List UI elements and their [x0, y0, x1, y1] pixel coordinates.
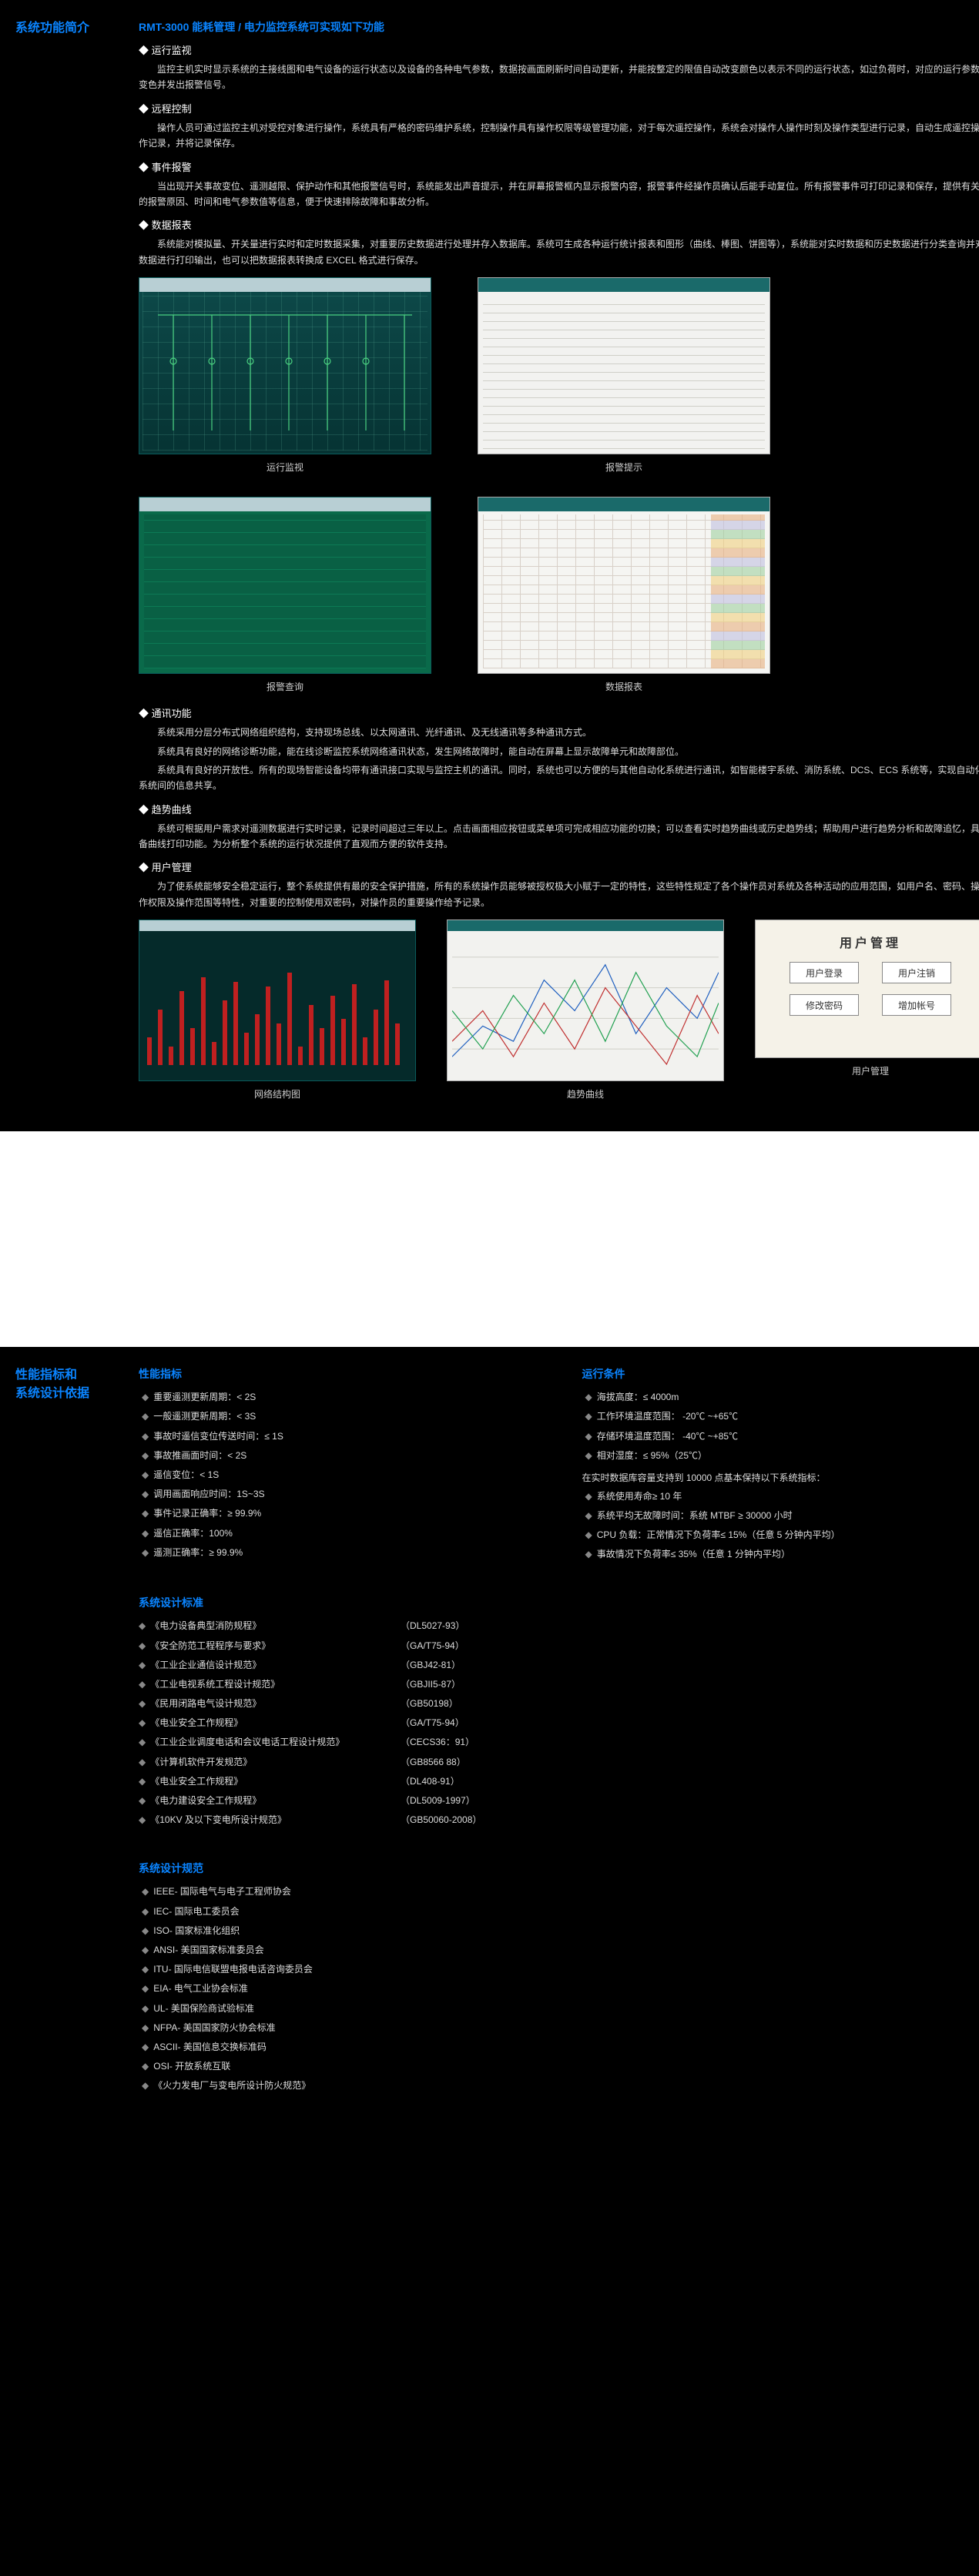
- bullet-item: ◆IEC- 国际电工委员会: [139, 1902, 964, 1921]
- bullet-item: ◆IEEE- 国际电气与电子工程师协会: [139, 1882, 964, 1901]
- bullet-item: ◆NFPA- 美国国家防火协会标准: [139, 2018, 964, 2038]
- standard-row: ◆《工业电视系统工程设计规范》（GBJII5-87）: [139, 1675, 964, 1694]
- bullet-item: ◆事故时遥信变位传送时间：≤ 1S: [139, 1427, 521, 1446]
- page-gap: [0, 1131, 979, 1347]
- bullet-item: ◆遥信正确率：100%: [139, 1524, 521, 1543]
- user-mgmt-title: 用户管理: [840, 933, 901, 951]
- section-paragraph: 系统可根据用户需求对遥测数据进行实时记录，记录时间超过三年以上。点击画面相应按钮…: [139, 821, 979, 853]
- standard-row: ◆《工业企业通信设计规范》（GBJ42-81）: [139, 1656, 964, 1675]
- section-heading: ◆ 远程控制: [139, 101, 979, 116]
- section-heading: ◆ 数据报表: [139, 217, 979, 232]
- caption-alarm: 报警提示: [605, 461, 642, 474]
- caption-trend: 趋势曲线: [567, 1087, 604, 1100]
- btn-change-pw[interactable]: 修改密码: [790, 994, 859, 1016]
- standard-row: ◆《10KV 及以下变电所设计规范》（GB50060-2008）: [139, 1811, 964, 1830]
- standard-row: ◆《计算机软件开发规范》（GB8566 88）: [139, 1753, 964, 1772]
- standard-row: ◆《工业企业调度电话和会议电话工程设计规范》（CECS36：91）: [139, 1733, 964, 1752]
- bullet-item: ◆ITU- 国际电信联盟电报电话咨询委员会: [139, 1960, 964, 1979]
- screenshot-alarm-query: [139, 497, 431, 674]
- screenshot-report: [478, 497, 770, 674]
- section-heading: ◆ 通讯功能: [139, 705, 979, 720]
- caption-monitor: 运行监视: [267, 461, 303, 474]
- bullet-item: ◆OSI- 开放系统互联: [139, 2057, 964, 2076]
- screenshot-trend: [447, 920, 724, 1081]
- standard-row: ◆《电力建设安全工作规程》（DL5009-1997）: [139, 1791, 964, 1811]
- bullet-item: ◆遥信变位：< 1S: [139, 1466, 521, 1485]
- bullet-item: ◆事故情况下负荷率≤ 35%（任意 1 分钟内平均）: [582, 1545, 964, 1564]
- bullet-item: ◆ASCII- 美国信息交换标准码: [139, 2038, 964, 2057]
- section-paragraph: 当出现开关事故变位、遥测越限、保护动作和其他报警信号时，系统能发出声音提示，并在…: [139, 179, 979, 210]
- standard-row: ◆《电业安全工作规程》（DL408-91）: [139, 1772, 964, 1791]
- caption-network: 网络结构图: [254, 1087, 300, 1100]
- run-tail-text: 在实时数据库容量支持到 10000 点基本保持以下系统指标：: [582, 1470, 964, 1487]
- section-paragraph: 操作人员可通过监控主机对受控对象进行操作，系统具有严格的密码维护系统，控制操作具…: [139, 120, 979, 152]
- caption-alarm-query: 报警查询: [267, 680, 303, 693]
- standard-row: ◆《安全防范工程程序与要求》（GA/T75-94）: [139, 1636, 964, 1656]
- screenshot-network: [139, 920, 416, 1081]
- screenshot-user-mgmt: 用户管理 用户登录 用户注销 修改密码 增加帐号: [755, 920, 979, 1058]
- section-title-specs: 性能指标和系统设计依据: [15, 1366, 139, 1403]
- bullet-item: ◆事故推画面时间：< 2S: [139, 1446, 521, 1466]
- section-paragraph: 系统具有良好的开放性。所有的现场智能设备均带有通讯接口实现与监控主机的通讯。同时…: [139, 762, 979, 794]
- bullet-item: ◆重要遥测更新周期：< 2S: [139, 1388, 521, 1407]
- section-paragraph: 系统采用分层分布式网络组织结构，支持现场总线、以太网通讯、光纤通讯、及无线通讯等…: [139, 725, 979, 740]
- bullet-item: ◆UL- 美国保险商试验标准: [139, 1999, 964, 2018]
- section-heading: ◆ 趋势曲线: [139, 802, 979, 816]
- bullet-item: ◆系统平均无故障时间：系统 MTBF ≥ 30000 小时: [582, 1506, 964, 1526]
- btn-logout[interactable]: 用户注销: [882, 962, 951, 983]
- section-paragraph: 系统能对模拟量、开关量进行实时和定时数据采集，对重要历史数据进行处理并存入数据库…: [139, 236, 979, 268]
- bullet-item: ◆系统使用寿命≥ 10 年: [582, 1487, 964, 1506]
- bullet-item: ◆遥测正确率：≥ 99.9%: [139, 1543, 521, 1563]
- page-1: 系统功能简介 RMT-3000 能耗管理 / 电力监控系统可实现如下功能 ◆ 运…: [0, 0, 979, 1131]
- bullet-item: ◆一般遥测更新周期：< 3S: [139, 1407, 521, 1426]
- bullet-item: ◆CPU 负载：正常情况下负荷率≤ 15%（任意 5 分钟内平均）: [582, 1526, 964, 1545]
- page-2: 性能指标和系统设计依据 性能指标 ◆重要遥测更新周期：< 2S◆一般遥测更新周期…: [0, 1347, 979, 2233]
- std-heading: 系统设计标准: [139, 1595, 964, 1610]
- screenshots-grid-1: 运行监视 报警提示 报警查询 数据报表: [139, 277, 979, 693]
- bullet-item: ◆ISO- 国家标准化组织: [139, 1921, 964, 1941]
- section-title-functions: 系统功能简介: [15, 19, 139, 38]
- bullet-item: ◆ANSI- 美国国家标准委员会: [139, 1941, 964, 1960]
- bullet-item: ◆存储环境温度范围： -40℃ ~+85℃: [582, 1427, 964, 1446]
- bullet-item: ◆事件记录正确率：≥ 99.9%: [139, 1504, 521, 1523]
- standard-row: ◆《电力设备典型消防规程》（DL5027-93）: [139, 1616, 964, 1636]
- bullet-item: ◆《火力发电厂与变电所设计防火规范》: [139, 2076, 964, 2095]
- bullet-item: ◆EIA- 电气工业协会标准: [139, 1979, 964, 1998]
- bullet-item: ◆相对湿度：≤ 95%（25℃）: [582, 1446, 964, 1466]
- btn-login[interactable]: 用户登录: [790, 962, 859, 983]
- section-heading: ◆ 运行监视: [139, 42, 979, 57]
- btn-add-account[interactable]: 增加帐号: [882, 994, 951, 1016]
- section-paragraph: 为了使系统能够安全稳定运行，整个系统提供有最的安全保护措施，所有的系统操作员能够…: [139, 879, 979, 910]
- standard-row: ◆《电业安全工作规程》（GA/T75-94）: [139, 1713, 964, 1733]
- bullet-item: ◆工作环境温度范围： -20℃ ~+65℃: [582, 1407, 964, 1426]
- section-paragraph: 监控主机实时显示系统的主接线图和电气设备的运行状态以及设备的各种电气参数，数据按…: [139, 62, 979, 93]
- bullet-item: ◆海拔高度：≤ 4000m: [582, 1388, 964, 1407]
- standard-row: ◆《民用闭路电气设计规范》（GB50198）: [139, 1694, 964, 1713]
- spec-heading: 系统设计规范: [139, 1861, 964, 1876]
- screenshot-alarm: [478, 277, 770, 454]
- caption-report: 数据报表: [605, 680, 642, 693]
- screenshot-monitor: [139, 277, 431, 454]
- product-subtitle: RMT-3000 能耗管理 / 电力监控系统可实现如下功能: [139, 19, 979, 35]
- perf-heading: 性能指标: [139, 1366, 521, 1382]
- section-heading: ◆ 事件报警: [139, 159, 979, 174]
- section-paragraph: 系统具有良好的网络诊断功能，能在线诊断监控系统网络通讯状态，发生网络故障时，能自…: [139, 744, 979, 759]
- caption-user-mgmt: 用户管理: [852, 1064, 889, 1077]
- run-heading: 运行条件: [582, 1366, 964, 1382]
- bullet-item: ◆调用画面响应时间：1S~3S: [139, 1485, 521, 1504]
- section-heading: ◆ 用户管理: [139, 859, 979, 874]
- screenshots-row-2: 网络结构图 趋势曲线: [139, 920, 979, 1100]
